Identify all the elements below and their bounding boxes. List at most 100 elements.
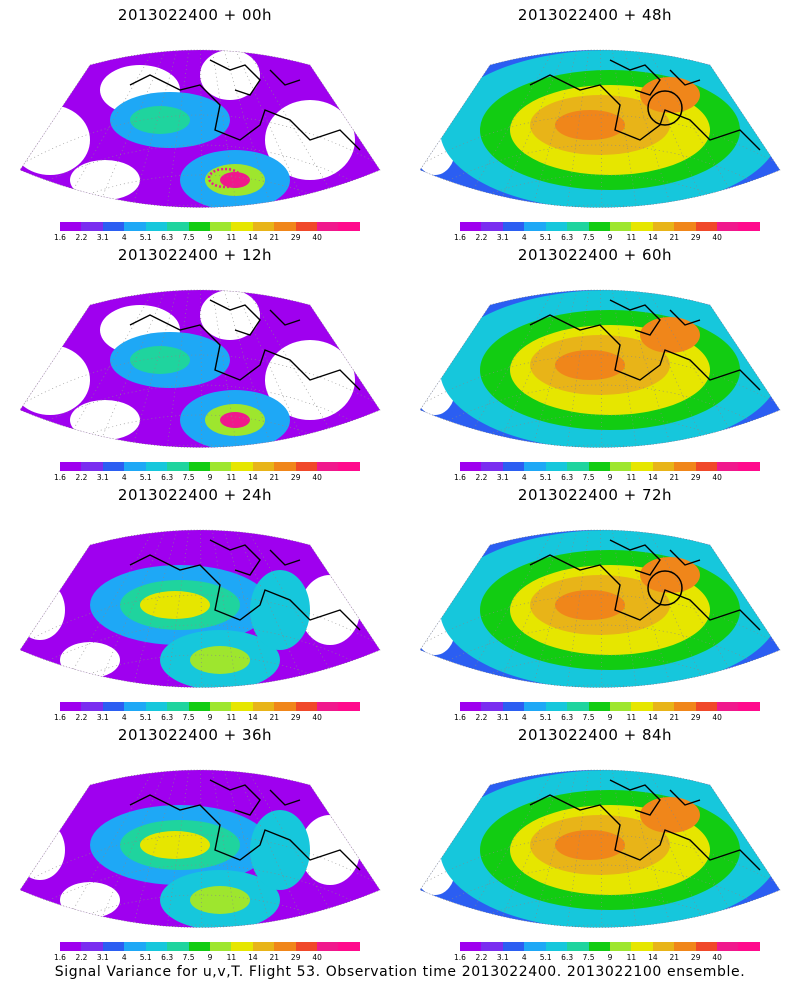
latitude-line xyxy=(420,354,780,406)
colorbar-swatch xyxy=(145,462,168,471)
map-sector xyxy=(20,530,380,688)
colorbar-swatch xyxy=(209,462,232,471)
latitude-line xyxy=(20,354,380,406)
colorbar-swatch xyxy=(338,462,360,471)
colorbar-swatch xyxy=(567,222,589,231)
longitude-line xyxy=(599,290,603,448)
map-border xyxy=(419,49,781,208)
colorbar-swatch xyxy=(231,462,253,471)
colorbar-swatch xyxy=(252,462,275,471)
colorbar-swatch xyxy=(674,942,696,951)
colorbar-label: 7.5 xyxy=(582,473,595,482)
colorbar-swatch xyxy=(738,702,760,711)
colorbar-swatch xyxy=(524,462,546,471)
colorbar-swatch xyxy=(295,702,318,711)
colorbar-swatch xyxy=(338,702,360,711)
colorbar-swatch xyxy=(145,222,168,231)
colorbar-swatch xyxy=(274,222,296,231)
no-data-region xyxy=(20,820,65,880)
latitude-line xyxy=(20,444,380,448)
colorbar-label: 1.6 xyxy=(54,473,66,482)
colorbar-labels: 1.6 2.2 3.1 4 5.1 6.3 7.5 9 11 14 21 29 40 xyxy=(454,713,760,723)
variance-contour xyxy=(190,886,250,914)
colorbar-label: 29 xyxy=(690,713,701,722)
variance-contour xyxy=(555,350,625,380)
colorbar-labels: 1.6 2.2 3.1 4 5.1 6.3 7.5 9 11 14 21 29 40 xyxy=(54,713,360,723)
colorbar-swatch xyxy=(274,702,296,711)
colorbar-label: 4 xyxy=(521,713,527,722)
colorbar-swatch xyxy=(60,942,82,951)
colorbar-swatch xyxy=(524,222,546,231)
colorbar-label: 2.2 xyxy=(75,473,88,482)
colorbar-swatch xyxy=(545,462,568,471)
map-border xyxy=(19,289,381,448)
colorbar xyxy=(60,702,360,711)
colorbar-labels: 1.6 2.2 3.1 4 5.1 6.3 7.5 9 11 14 21 29 40 xyxy=(54,953,360,963)
colorbar-label: 40 xyxy=(712,953,722,962)
colorbar-label: 1.6 xyxy=(454,473,466,482)
colorbar-swatch xyxy=(674,222,696,231)
forecast-panel: 2013022400 + 60h 1.6 2.2 3.1 4 5.1 6.3 7.5 9 11 14… xyxy=(400,240,800,485)
colorbar-label: 1.6 xyxy=(454,953,466,962)
colorbar-label: 4 xyxy=(521,233,527,242)
colorbar-swatch xyxy=(460,942,482,951)
variance-map xyxy=(419,769,781,928)
latitude-line xyxy=(420,144,780,196)
colorbar-label: 9 xyxy=(607,953,613,962)
colorbar-swatch xyxy=(188,702,210,711)
colorbar-label: 21 xyxy=(269,953,280,962)
colorbar-label: 2.2 xyxy=(475,473,488,482)
colorbar-swatch xyxy=(738,942,760,951)
map-border xyxy=(419,529,781,688)
colorbar-swatch xyxy=(738,222,760,231)
colorbar-label: 5.1 xyxy=(539,473,552,482)
colorbar-label: 7.5 xyxy=(582,233,595,242)
colorbar-label: 29 xyxy=(690,233,701,242)
colorbar-swatch xyxy=(252,222,275,231)
colorbar-swatch xyxy=(717,222,739,231)
colorbar-swatch xyxy=(524,942,546,951)
colorbar-label: 7.5 xyxy=(582,953,595,962)
colorbar-swatch xyxy=(188,462,210,471)
colorbar-label: 3.1 xyxy=(496,713,509,722)
colorbar-labels: 1.6 2.2 3.1 4 5.1 6.3 7.5 9 11 14 21 29 40 xyxy=(54,473,360,483)
colorbar-label: 40 xyxy=(312,233,322,242)
colorbar-swatch xyxy=(124,942,146,951)
panel-title: 2013022400 + 60h xyxy=(517,246,673,264)
no-data-region xyxy=(20,105,90,175)
colorbar-label: 5.1 xyxy=(139,713,152,722)
colorbar-swatch xyxy=(124,462,146,471)
colorbar-labels: 1.6 2.2 3.1 4 5.1 6.3 7.5 9 11 14 21 29 40 xyxy=(454,473,760,483)
colorbar-swatch xyxy=(81,702,103,711)
map-sector xyxy=(420,50,780,208)
colorbar-label: 1.6 xyxy=(54,713,66,722)
colorbar-label: 4 xyxy=(121,233,127,242)
latitude-line xyxy=(20,624,380,676)
colorbar-swatch xyxy=(317,942,339,951)
map-border xyxy=(419,289,781,448)
colorbar-swatch xyxy=(545,222,568,231)
colorbar-swatch xyxy=(545,702,568,711)
longitude-line xyxy=(199,770,203,928)
colorbar-swatch xyxy=(545,942,568,951)
coastline xyxy=(529,299,761,391)
colorbar-label: 11 xyxy=(626,713,637,722)
colorbar-swatch xyxy=(209,702,232,711)
colorbar-label: 40 xyxy=(312,953,322,962)
colorbar-label: 29 xyxy=(290,233,301,242)
no-data-region xyxy=(70,160,140,200)
colorbar-label: 14 xyxy=(648,233,658,242)
colorbar-label: 3.1 xyxy=(496,233,509,242)
colorbar-label: 4 xyxy=(121,713,127,722)
variance-contour xyxy=(140,591,210,619)
colorbar-label: 6.3 xyxy=(561,233,574,242)
variance-contour xyxy=(555,830,625,860)
coastline xyxy=(129,59,361,151)
colorbar-label: 5.1 xyxy=(539,713,552,722)
colorbar xyxy=(60,942,360,951)
no-data-region xyxy=(20,580,65,640)
colorbar-swatch xyxy=(652,702,675,711)
observation-track xyxy=(207,167,243,189)
colorbar-swatch xyxy=(60,462,82,471)
map-sector xyxy=(420,770,780,928)
